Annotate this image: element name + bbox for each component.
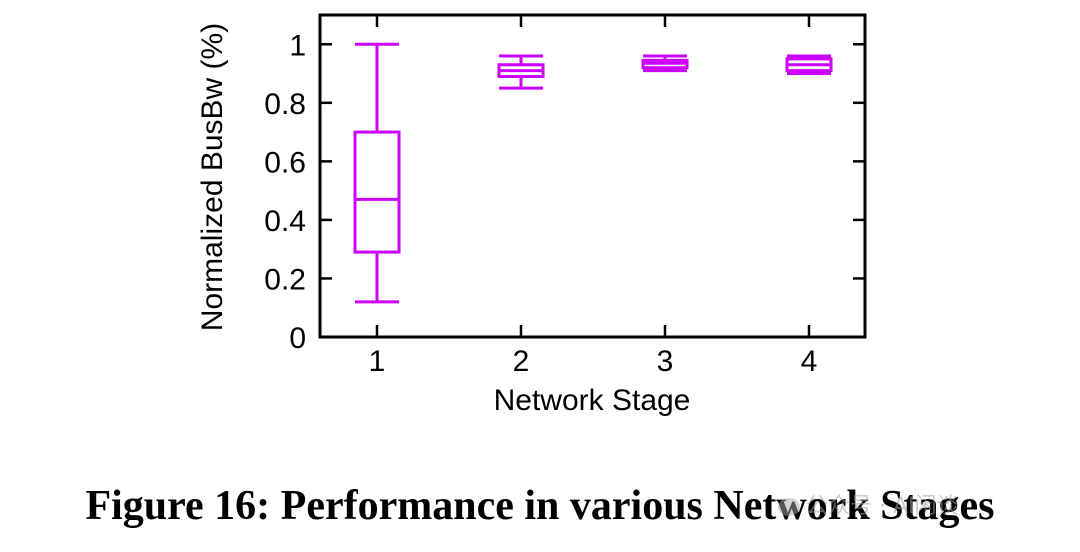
y-axis-ticks: 0 0.2 0.4 0.6 0.8 1 [264, 29, 865, 355]
watermark: 公众号 · AI闲谈 [778, 488, 959, 520]
box-3 [641, 54, 689, 73]
plot-frame [318, 13, 867, 339]
iqr-box [353, 130, 401, 254]
y-tick-label: 0 [289, 322, 306, 355]
x-tick-label: 4 [801, 345, 818, 378]
figure-caption: Figure 16: Performance in various Networ… [85, 483, 995, 529]
y-tick-label: 0.4 [264, 205, 306, 238]
watermark-text: 公众号 · AI闲谈 [806, 494, 959, 519]
y-tick-label: 1 [289, 29, 306, 62]
x-axis-ticks: 1 2 3 4 [369, 15, 818, 378]
x-tick-label: 3 [657, 345, 674, 378]
box-series [353, 42, 833, 304]
y-tick-label: 0.2 [264, 263, 306, 296]
y-tick-label: 0.6 [264, 146, 306, 179]
x-tick-label: 1 [369, 345, 386, 378]
y-tick-label: 0.8 [264, 88, 306, 121]
wechat-icon [778, 498, 800, 516]
y-axis-label: Normalized BusBw (%) [196, 23, 229, 331]
box-plot-chart: 0 0.2 0.4 0.6 0.8 1 1 2 3 4 Network Stage Normal… [196, 13, 867, 417]
box-4 [785, 54, 833, 76]
x-axis-label: Network Stage [494, 384, 691, 417]
box-2 [497, 54, 545, 90]
x-tick-label: 2 [513, 345, 530, 378]
box-1 [353, 42, 401, 304]
